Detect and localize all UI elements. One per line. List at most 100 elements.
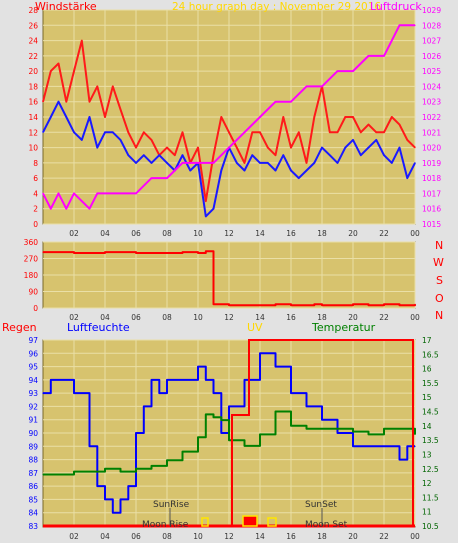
x-tick-label: 06 — [131, 532, 141, 541]
y-tick-label: 94 — [28, 376, 38, 385]
data-point — [391, 162, 393, 164]
data-point — [228, 131, 230, 133]
data-point — [329, 154, 331, 156]
data-point — [181, 451, 184, 453]
y-tick-label: 93 — [28, 389, 38, 398]
data-point — [321, 304, 323, 306]
data-point — [181, 162, 184, 164]
data-point — [57, 62, 60, 65]
data-point — [166, 177, 168, 179]
data-point — [212, 154, 215, 156]
sunrise-label: SunRise — [153, 500, 190, 510]
data-point — [135, 252, 137, 254]
compass-labels: N W S O N — [433, 239, 444, 322]
data-point — [336, 432, 339, 434]
data-point — [267, 162, 269, 164]
data-point — [228, 147, 230, 149]
data-point — [367, 304, 370, 306]
data-point — [414, 445, 416, 447]
data-point — [398, 428, 401, 430]
data-point — [166, 162, 168, 164]
data-point — [42, 473, 44, 476]
data-point — [414, 162, 416, 164]
data-point — [42, 101, 44, 103]
data-point — [251, 154, 253, 156]
data-point — [259, 433, 261, 435]
data-point — [236, 162, 238, 164]
humidity-axis-title: Luftfeuchte — [67, 321, 130, 334]
data-point — [220, 419, 222, 421]
data-point — [104, 251, 106, 253]
data-point — [228, 405, 230, 407]
data-point — [212, 162, 215, 164]
data-point — [305, 169, 308, 172]
data-point — [274, 169, 277, 172]
y-tick-label-right: 1018 — [422, 174, 441, 183]
data-point — [243, 445, 246, 447]
moonset-label: Moon Set — [305, 520, 348, 530]
data-point — [290, 147, 292, 149]
data-point — [150, 465, 153, 467]
x-tick-label: 14 — [255, 532, 265, 541]
uv-marker — [267, 517, 277, 527]
data-point — [197, 252, 199, 254]
x-axis-ticks-bottom: 02 04 06 08 10 12 14 16 18 20 22 00 — [69, 532, 420, 541]
data-point — [391, 116, 393, 118]
data-point — [119, 192, 122, 194]
data-point — [57, 473, 60, 476]
data-point — [42, 131, 44, 133]
data-point — [298, 131, 300, 133]
data-point — [367, 55, 370, 57]
x-tick-label: 02 — [69, 229, 79, 238]
compass-label-o: O — [435, 292, 444, 305]
x-tick-label: 02 — [69, 313, 79, 322]
y-tick-label: 360 — [24, 238, 39, 247]
data-point — [212, 303, 215, 305]
data-point — [251, 131, 253, 133]
data-point — [282, 154, 284, 156]
data-point — [352, 445, 354, 447]
y-tick-label: 16 — [28, 98, 38, 107]
data-point — [150, 162, 153, 164]
compass-label-n-top: N — [435, 239, 443, 252]
data-point — [212, 416, 215, 418]
x-tick-label: 12 — [224, 229, 234, 238]
y-tick-label: 0 — [33, 220, 38, 229]
data-point — [352, 139, 354, 141]
y-tick-label-right: 13.5 — [422, 436, 439, 445]
data-point — [73, 392, 75, 394]
data-point — [228, 439, 230, 441]
data-point — [313, 303, 315, 305]
data-point — [135, 468, 137, 470]
data-point — [383, 131, 385, 133]
data-point — [42, 251, 44, 253]
y-tick-label-right: 1022 — [422, 113, 441, 122]
data-point — [73, 70, 75, 72]
compass-label-n-bottom: N — [435, 309, 443, 322]
data-point — [205, 413, 207, 415]
y-tick-label: 84 — [28, 509, 38, 518]
y-tick-label: 12 — [28, 128, 38, 137]
y-tick-label: 90 — [28, 288, 38, 297]
data-point — [135, 162, 137, 164]
data-point — [414, 24, 416, 26]
x-tick-label: 00 — [410, 532, 420, 541]
data-point — [383, 55, 385, 57]
data-point — [88, 445, 91, 447]
data-point — [143, 154, 145, 156]
y-tick-label-right: 1019 — [422, 159, 441, 168]
data-point — [174, 154, 176, 156]
data-point — [88, 471, 91, 473]
data-point — [305, 304, 308, 306]
data-point — [50, 208, 52, 210]
data-point — [243, 162, 246, 164]
data-point — [57, 192, 60, 194]
y-tick-label-right: 16.5 — [422, 350, 439, 359]
y-tick-label-right: 1017 — [422, 189, 441, 198]
data-point — [282, 116, 284, 118]
data-point — [414, 303, 416, 305]
data-point — [367, 445, 370, 447]
data-point — [274, 410, 277, 413]
data-point — [290, 169, 292, 172]
